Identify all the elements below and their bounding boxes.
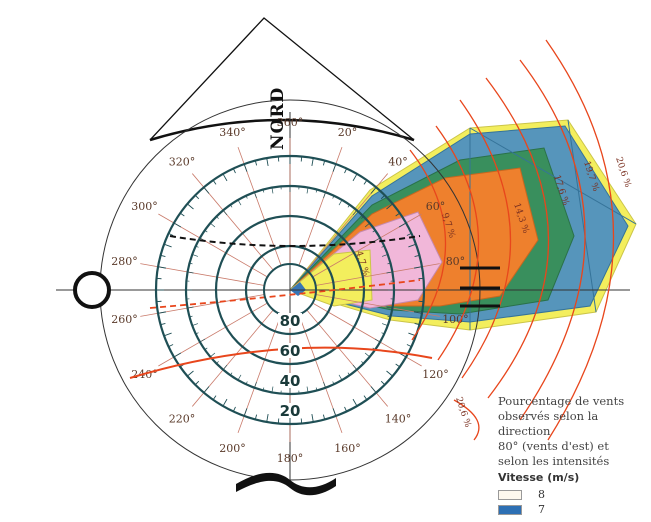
degree-label: 60° <box>426 200 446 213</box>
percent-label: 20,6 % <box>613 156 632 189</box>
tick <box>375 339 380 342</box>
tick <box>192 324 198 326</box>
tick <box>223 210 227 215</box>
legend-swatch <box>498 490 522 500</box>
north-label: NORD <box>268 87 288 150</box>
tick <box>180 213 184 216</box>
tick <box>339 200 342 205</box>
tick <box>158 312 166 313</box>
tick <box>204 387 209 393</box>
caption-line: Pourcentage de vents <box>498 394 648 409</box>
legend-label: 7 <box>538 503 545 516</box>
ring-label: 80 <box>280 312 301 330</box>
legend-swatch <box>498 505 522 515</box>
tick <box>192 254 198 256</box>
tick <box>333 164 336 172</box>
degree-label: 200° <box>219 442 246 455</box>
caption-line: observés selon la direction <box>498 409 648 439</box>
tick <box>396 364 400 367</box>
tick <box>200 339 205 342</box>
tick <box>164 333 172 336</box>
tick <box>267 158 268 166</box>
tick <box>333 408 336 416</box>
ring-label: 40 <box>280 372 301 390</box>
tick <box>223 174 227 181</box>
degree-label: 180° <box>277 452 304 465</box>
tick <box>381 381 385 385</box>
tick <box>324 382 326 388</box>
tick <box>353 365 357 370</box>
degree-label: 340° <box>219 126 246 139</box>
tick <box>365 353 370 357</box>
tick <box>353 174 357 181</box>
tick <box>158 267 166 268</box>
tick <box>312 414 313 422</box>
degree-label: 160° <box>334 442 361 455</box>
figure-caption: Pourcentage de vents observés selon la d… <box>498 394 648 469</box>
degree-label: 300° <box>131 200 158 213</box>
tick <box>364 180 367 184</box>
tick <box>353 399 357 406</box>
degree-label: 80° <box>446 255 466 268</box>
tick <box>382 324 388 326</box>
legend-label: 8 <box>538 488 545 501</box>
tick <box>213 180 216 184</box>
tick <box>187 204 193 209</box>
tick <box>244 408 247 416</box>
tick <box>238 200 241 205</box>
west-sun-icon <box>75 273 109 307</box>
degree-label: 20° <box>338 126 358 139</box>
degree-label: 280° <box>111 255 138 268</box>
degree-label: 260° <box>111 313 138 326</box>
tick <box>387 371 393 376</box>
wind-wedge <box>290 120 636 330</box>
tick <box>254 192 256 198</box>
caption-line: selon les intensités <box>498 454 648 469</box>
caption-line: 80° (vents d'est) et <box>498 439 648 454</box>
tick <box>324 192 326 198</box>
speed-legend: Vitesse (m/s) 8 7 <box>498 471 648 517</box>
degree-label: 120° <box>422 368 449 381</box>
tick <box>187 371 193 376</box>
tick <box>174 223 181 227</box>
degree-label: 100° <box>442 313 469 326</box>
degree-label: 220° <box>169 413 196 426</box>
tick <box>204 187 209 193</box>
legend-title: Vitesse (m/s) <box>498 471 648 484</box>
ring-label: 20 <box>280 402 301 420</box>
tick <box>364 396 367 400</box>
tick <box>195 195 199 199</box>
tick <box>174 353 181 357</box>
tick <box>195 381 199 385</box>
tick <box>339 375 342 380</box>
tick <box>371 387 376 393</box>
tick <box>312 158 313 166</box>
tick <box>213 396 216 400</box>
tick <box>164 244 172 247</box>
degree-label: 140° <box>385 413 412 426</box>
legend-item: 8 <box>498 487 648 502</box>
tick <box>254 382 256 388</box>
degree-label: 40° <box>388 155 408 168</box>
legend-item: 7 <box>498 502 648 517</box>
tick <box>210 223 215 227</box>
percent-label: 20,6 % <box>453 396 472 429</box>
tick <box>223 399 227 406</box>
tick <box>238 375 241 380</box>
degree-label: 320° <box>169 155 196 168</box>
tick <box>210 353 215 357</box>
ring-label: 60 <box>280 342 301 360</box>
tick <box>223 365 227 370</box>
tick <box>244 164 247 172</box>
tick <box>267 414 268 422</box>
